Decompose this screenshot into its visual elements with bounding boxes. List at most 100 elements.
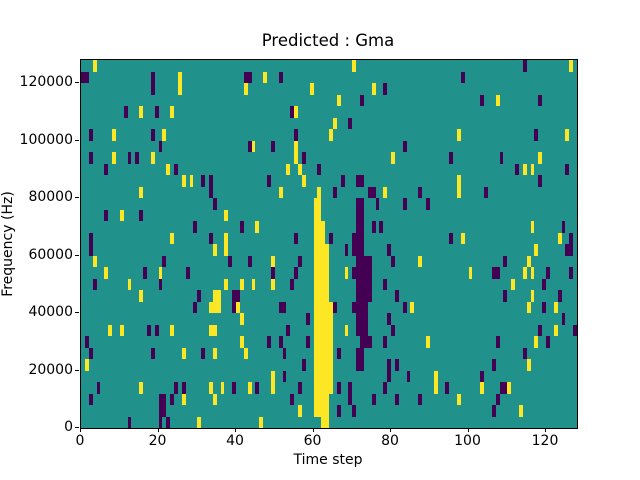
heatmap-cell-low bbox=[383, 382, 388, 394]
heatmap-cell-high bbox=[239, 278, 244, 290]
heatmap-cell-low bbox=[332, 301, 337, 313]
heatmap-cell-high bbox=[177, 71, 182, 95]
heatmap-cell-high bbox=[139, 382, 143, 394]
heatmap-cell-high bbox=[294, 140, 298, 152]
heatmap-cell-low bbox=[348, 382, 353, 405]
heatmap-cell-low bbox=[542, 301, 546, 313]
heatmap-cell-low bbox=[360, 94, 364, 106]
y-tick bbox=[75, 369, 79, 371]
heatmap-cell-low bbox=[340, 175, 345, 187]
heatmap-cell-low bbox=[255, 382, 260, 394]
heatmap-cell-low bbox=[499, 152, 504, 164]
heatmap-cell-low bbox=[491, 359, 496, 371]
heatmap-cell-low bbox=[352, 244, 364, 256]
heatmap-cell-high bbox=[243, 83, 248, 95]
heatmap-cell-low bbox=[174, 163, 178, 175]
heatmap-cell-low bbox=[379, 221, 384, 233]
heatmap-cell-low bbox=[329, 232, 333, 244]
heatmap-cell-low bbox=[495, 336, 500, 348]
heatmap-cell-low bbox=[170, 393, 174, 405]
heatmap-cell-high bbox=[530, 290, 535, 302]
heatmap-cell-high bbox=[270, 370, 275, 394]
heatmap-cell-low bbox=[402, 140, 407, 152]
heatmap-cell-high bbox=[530, 267, 535, 279]
heatmap-cell-low bbox=[522, 347, 527, 359]
x-tick-label: 120 bbox=[531, 433, 559, 449]
heatmap-cell-high bbox=[298, 405, 302, 417]
heatmap-cell-low bbox=[394, 393, 399, 405]
heatmap-cell-low bbox=[305, 336, 310, 348]
heatmap-cell-low bbox=[394, 290, 399, 302]
heatmap-cell-high bbox=[298, 163, 302, 175]
heatmap-cell-high bbox=[325, 244, 329, 405]
heatmap-cell-high bbox=[112, 129, 116, 141]
x-tick-label: 80 bbox=[381, 433, 399, 449]
heatmap-cell-high bbox=[553, 301, 558, 313]
heatmap-cell-high bbox=[139, 106, 143, 118]
heatmap-cell-low bbox=[278, 71, 283, 83]
heatmap-cell-low bbox=[484, 186, 488, 198]
heatmap-cell-low bbox=[418, 393, 422, 405]
heatmap-cell-high bbox=[309, 83, 314, 95]
heatmap-cell-low bbox=[449, 232, 453, 244]
heatmap-cell-low bbox=[243, 71, 252, 83]
heatmap-cell-low bbox=[383, 336, 388, 348]
heatmap-cell-high bbox=[507, 382, 512, 394]
heatmap-cell-high bbox=[208, 382, 213, 394]
heatmap-cell-high bbox=[468, 267, 473, 279]
heatmap-cell-low bbox=[139, 209, 143, 221]
heatmap-cell-low bbox=[290, 278, 295, 290]
heatmap-cell-low bbox=[515, 163, 519, 175]
heatmap-cell-high bbox=[456, 129, 461, 141]
chart-title: Predicted : Gma bbox=[261, 31, 395, 50]
heatmap-cell-high bbox=[425, 336, 430, 348]
heatmap-cell-high bbox=[565, 129, 570, 141]
heatmap-cell-low bbox=[143, 267, 147, 279]
heatmap-cell-high bbox=[158, 267, 163, 279]
y-tick-label: 20000 bbox=[28, 361, 73, 378]
heatmap-cell-low bbox=[557, 290, 562, 302]
heatmap-cell-high bbox=[108, 324, 112, 336]
y-tick-label: 0 bbox=[64, 419, 73, 435]
heatmap-cell-high bbox=[313, 198, 318, 417]
heatmap-cell-low bbox=[88, 244, 93, 256]
heatmap-cell-low bbox=[546, 267, 550, 279]
y-tick-label: 100000 bbox=[19, 131, 73, 148]
heatmap-cell-high bbox=[371, 83, 376, 95]
heatmap-cell-high bbox=[418, 255, 422, 267]
heatmap-cell-low bbox=[352, 405, 357, 417]
heatmap-cell-high bbox=[127, 278, 132, 290]
heatmap-cell-high bbox=[557, 232, 562, 244]
heatmap-cell-low bbox=[317, 163, 322, 175]
heatmap-cell-low bbox=[371, 221, 376, 233]
heatmap-cell-low bbox=[449, 152, 453, 164]
heatmap-cell-high bbox=[336, 94, 341, 106]
heatmap-cell-high bbox=[321, 405, 329, 428]
heatmap-cell-high bbox=[456, 175, 461, 198]
heatmap-cell-high bbox=[534, 244, 539, 256]
heatmap-cell-high bbox=[259, 416, 264, 428]
heatmap-cell-low bbox=[208, 175, 213, 198]
heatmap-cell-high bbox=[344, 324, 349, 336]
heatmap-cell-high bbox=[518, 405, 523, 417]
heatmap-cell-low bbox=[247, 140, 252, 152]
x-tick-label: 20 bbox=[148, 433, 167, 449]
heatmap-cell-low bbox=[158, 278, 163, 290]
heatmap-cell-high bbox=[212, 347, 217, 359]
heatmap-cell-low bbox=[228, 255, 233, 267]
heatmap-cell-high bbox=[139, 290, 143, 302]
heatmap-cell-high bbox=[236, 301, 240, 313]
heatmap-cell-low bbox=[391, 255, 395, 267]
heatmap-cell-high bbox=[460, 232, 465, 244]
heatmap-cell-low bbox=[239, 221, 244, 233]
heatmap-cell-high bbox=[170, 324, 174, 336]
heatmap-cell-low bbox=[332, 186, 337, 198]
heatmap-cell-high bbox=[208, 324, 217, 336]
heatmap-cell-low bbox=[294, 129, 298, 141]
heatmap-cell-low bbox=[383, 83, 388, 95]
heatmap-cell-low bbox=[158, 416, 163, 428]
heatmap-cell-low bbox=[294, 232, 298, 244]
heatmap-cell-low bbox=[356, 347, 364, 371]
heatmap-cell-low bbox=[305, 313, 310, 325]
